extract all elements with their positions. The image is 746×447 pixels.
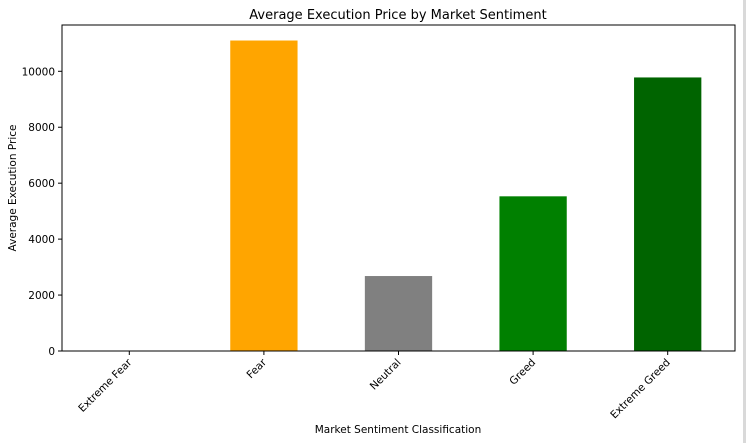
x-tick-label: Greed [507,357,538,388]
y-tick-label: 10000 [22,66,55,78]
x-tick-label: Fear [244,356,269,381]
x-ticks-layer: Extreme Fear Fear Neutral Greed Extreme Gree… [76,351,673,421]
y-tick-label: 6000 [28,178,55,190]
y-ticks-layer: 0 2000 4000 6000 8000 10000 [22,66,62,358]
y-tick-label: 8000 [28,122,55,134]
y-tick-label: 2000 [28,290,55,302]
x-tick-label: Extreme Fear [76,356,135,415]
bar-fear [230,40,298,352]
x-tick-label: Extreme Greed [608,357,673,422]
chart-title: Average Execution Price by Market Sentim… [249,8,546,23]
x-axis-label: Market Sentiment Classification [315,424,482,436]
bar-greed [499,196,567,351]
bar-extreme-greed [634,77,702,351]
y-tick-label: 0 [48,346,55,358]
bar-neutral [364,276,433,351]
y-axis-label: Average Execution Price [7,125,19,252]
x-tick-label: Neutral [368,357,404,393]
y-tick-label: 4000 [28,234,55,246]
window-edge [743,0,746,443]
plot-frame [61,24,736,352]
bars-layer [230,40,702,352]
